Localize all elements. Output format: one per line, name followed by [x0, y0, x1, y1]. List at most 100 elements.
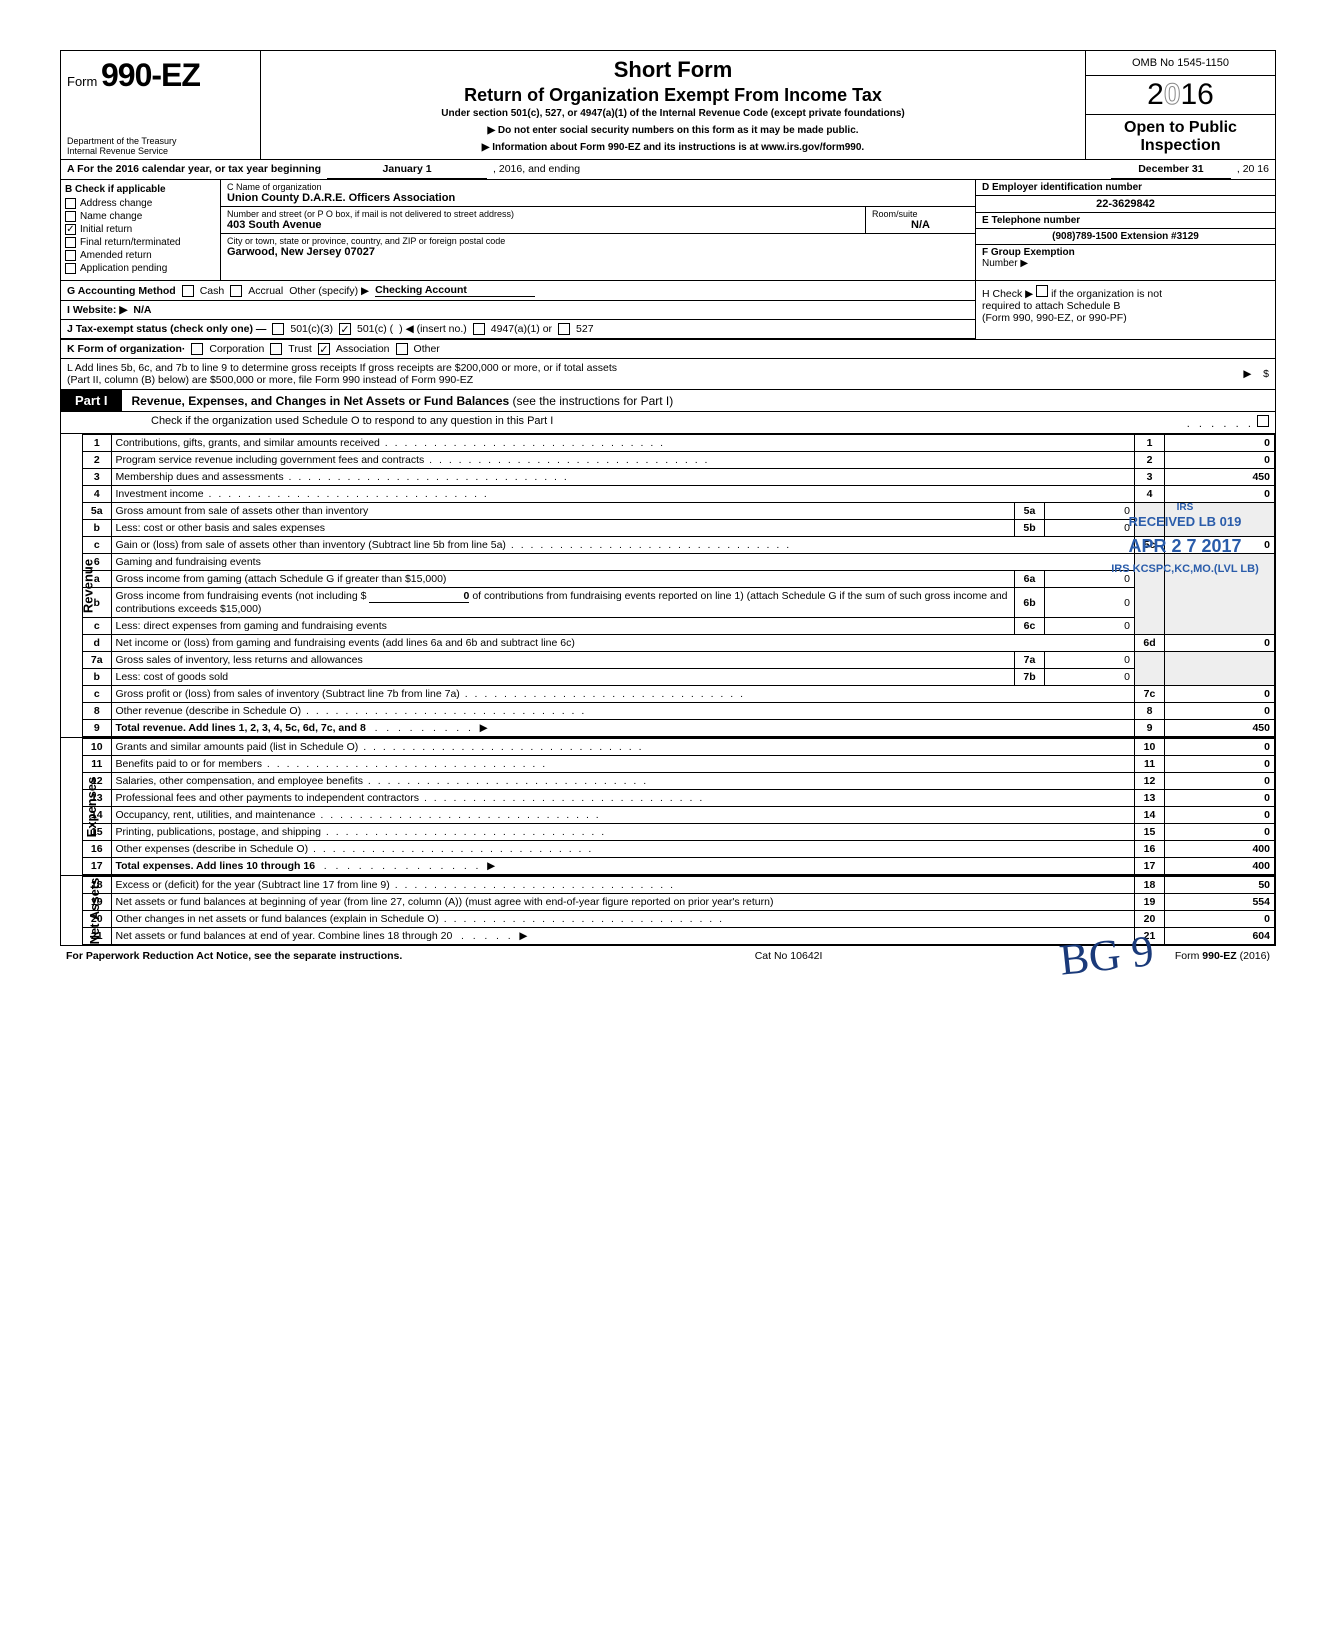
- line-6c: cLess: direct expenses from gaming and f…: [83, 618, 1275, 635]
- revenue-section: Revenue IRS RECEIVED LB 019 APR 2 7 2017…: [61, 434, 1275, 738]
- room-value[interactable]: N/A: [866, 219, 975, 233]
- year-begin[interactable]: January 1: [327, 160, 487, 179]
- lbl-other-org: Other: [414, 343, 440, 355]
- city-label: City or town, state or province, country…: [221, 234, 975, 246]
- lbl-501c: 501(c) (: [357, 323, 393, 335]
- chk-4947[interactable]: [473, 323, 485, 335]
- chk-label: Name change: [80, 211, 142, 222]
- title-return: Return of Organization Exempt From Incom…: [271, 85, 1075, 106]
- line-6d: dNet income or (loss) from gaming and fu…: [83, 635, 1275, 652]
- phone-value[interactable]: (908)789-1500 Extension #3129: [976, 229, 1275, 245]
- tax-year: 2016: [1086, 76, 1275, 115]
- chk-pending[interactable]: Application pending: [65, 263, 216, 274]
- chk-cash[interactable]: [182, 285, 194, 297]
- chk-assoc[interactable]: ✓: [318, 343, 330, 355]
- i-label: I Website: ▶: [67, 304, 127, 316]
- vlabel-expenses: Expenses: [61, 738, 83, 875]
- line-14: 14Occupancy, rent, utilities, and mainte…: [83, 807, 1275, 824]
- lbl-accrual: Accrual: [248, 285, 283, 297]
- line-18: 18Excess or (deficit) for the year (Subt…: [83, 877, 1275, 894]
- line-17: 17Total expenses. Add lines 10 through 1…: [83, 858, 1275, 875]
- open-line2: Inspection: [1088, 137, 1273, 155]
- addr-value[interactable]: 403 South Avenue: [221, 219, 865, 233]
- line-6b-contrib[interactable]: 0: [369, 590, 469, 603]
- l-arrow: ▶: [1243, 368, 1251, 380]
- line-15: 15Printing, publications, postage, and s…: [83, 824, 1275, 841]
- addr-label: Number and street (or P O box, if mail i…: [221, 207, 865, 219]
- chk-other-org[interactable]: [396, 343, 408, 355]
- row-a: A For the 2016 calendar year, or tax yea…: [61, 160, 1275, 180]
- line-7c: cGross profit or (loss) from sales of in…: [83, 686, 1275, 703]
- omb-number: OMB No 1545-1150: [1086, 51, 1275, 76]
- chk-corp[interactable]: [191, 343, 203, 355]
- group-number-label: Number ▶: [982, 258, 1028, 269]
- lbl-other: Other (specify) ▶: [289, 285, 369, 297]
- line-9: 9Total revenue. Add lines 1, 2, 3, 4, 5c…: [83, 720, 1275, 737]
- checkbox-icon[interactable]: [65, 263, 76, 274]
- chk-address-change[interactable]: Address change: [65, 198, 216, 209]
- h-label: H Check ▶: [982, 288, 1036, 300]
- part1-header: Part I Revenue, Expenses, and Changes in…: [61, 390, 1275, 412]
- line-6b: bGross income from fundraising events (n…: [83, 588, 1275, 618]
- chk-label: Initial return: [80, 224, 132, 235]
- chk-label: Final return/terminated: [80, 237, 181, 248]
- vlabel-netassets: Net Assets: [61, 876, 83, 945]
- chk-amended[interactable]: Amended return: [65, 250, 216, 261]
- lbl-assoc: Association: [336, 343, 390, 355]
- line-1: 1Contributions, gifts, grants, and simil…: [83, 435, 1275, 452]
- arrow-info: ▶ Information about Form 990-EZ and its …: [271, 142, 1075, 153]
- checkbox-icon[interactable]: [65, 198, 76, 209]
- open-line1: Open to Public: [1088, 119, 1273, 137]
- group-exemption: F Group Exemption Number ▶: [976, 245, 1275, 271]
- org-name[interactable]: Union County D.A.R.E. Officers Associati…: [221, 192, 975, 206]
- line-19: 19Net assets or fund balances at beginni…: [83, 894, 1275, 911]
- chk-initial-return[interactable]: ✓ Initial return: [65, 224, 216, 235]
- stamp-irs: IRS: [1085, 502, 1285, 514]
- l-dollar: $: [1263, 368, 1269, 380]
- g-label: G Accounting Method: [67, 285, 176, 297]
- ein-value[interactable]: 22-3629842: [976, 196, 1275, 213]
- header-mid: Short Form Return of Organization Exempt…: [261, 51, 1085, 159]
- year-end[interactable]: December 31: [1111, 160, 1231, 179]
- line-12: 12Salaries, other compensation, and empl…: [83, 773, 1275, 790]
- chk-schedule-o[interactable]: [1257, 415, 1269, 427]
- l-text1: L Add lines 5b, 6c, and 7b to line 9 to …: [67, 362, 1113, 374]
- line-7b: bLess: cost of goods sold7b0: [83, 669, 1275, 686]
- chk-trust[interactable]: [270, 343, 282, 355]
- chk-name-change[interactable]: Name change: [65, 211, 216, 222]
- checkbox-icon[interactable]: [65, 211, 76, 222]
- form-label: Form: [67, 74, 97, 89]
- chk-h[interactable]: [1036, 285, 1048, 297]
- city-value[interactable]: Garwood, New Jersey 07027: [221, 246, 975, 260]
- chk-final-return[interactable]: Final return/terminated: [65, 237, 216, 248]
- lbl-insert: ) ◀ (insert no.): [399, 323, 467, 335]
- chk-527[interactable]: [558, 323, 570, 335]
- checkbox-icon[interactable]: [65, 250, 76, 261]
- line-20: 20Other changes in net assets or fund ba…: [83, 911, 1275, 928]
- part1-title: Revenue, Expenses, and Changes in Net As…: [122, 391, 684, 411]
- year-16: 16: [1181, 78, 1214, 111]
- checkbox-icon[interactable]: [65, 237, 76, 248]
- form-number: 990-EZ: [101, 57, 200, 93]
- chk-501c3[interactable]: [272, 323, 284, 335]
- col-c: C Name of organization Union County D.A.…: [221, 180, 975, 280]
- lbl-corp: Corporation: [209, 343, 264, 355]
- row-h: H Check ▶ if the organization is not req…: [975, 281, 1275, 339]
- dept-irs: Internal Revenue Service: [67, 147, 254, 157]
- checkbox-icon[interactable]: ✓: [65, 224, 76, 235]
- col-b-label: B Check if applicable: [65, 184, 216, 195]
- lbl-527: 527: [576, 323, 594, 335]
- chk-501c[interactable]: ✓: [339, 323, 351, 335]
- website-value[interactable]: N/A: [133, 304, 151, 316]
- vlabel-revenue: Revenue: [61, 434, 83, 737]
- form-header: Form 990-EZ Department of the Treasury I…: [61, 51, 1275, 160]
- chk-accrual[interactable]: [230, 285, 242, 297]
- vlabel-netassets-text: Net Assets: [87, 877, 102, 944]
- revenue-table: 1Contributions, gifts, grants, and simil…: [83, 434, 1275, 737]
- year-0: 0: [1164, 78, 1181, 111]
- l-text2: (Part II, column (B) below) are $500,000…: [67, 374, 1113, 386]
- other-method[interactable]: Checking Account: [375, 284, 535, 297]
- line-3: 3Membership dues and assessments3450: [83, 469, 1275, 486]
- stamp-date: APR 2 7 2017: [1085, 536, 1285, 558]
- h-text1: if the organization is not: [1051, 288, 1162, 300]
